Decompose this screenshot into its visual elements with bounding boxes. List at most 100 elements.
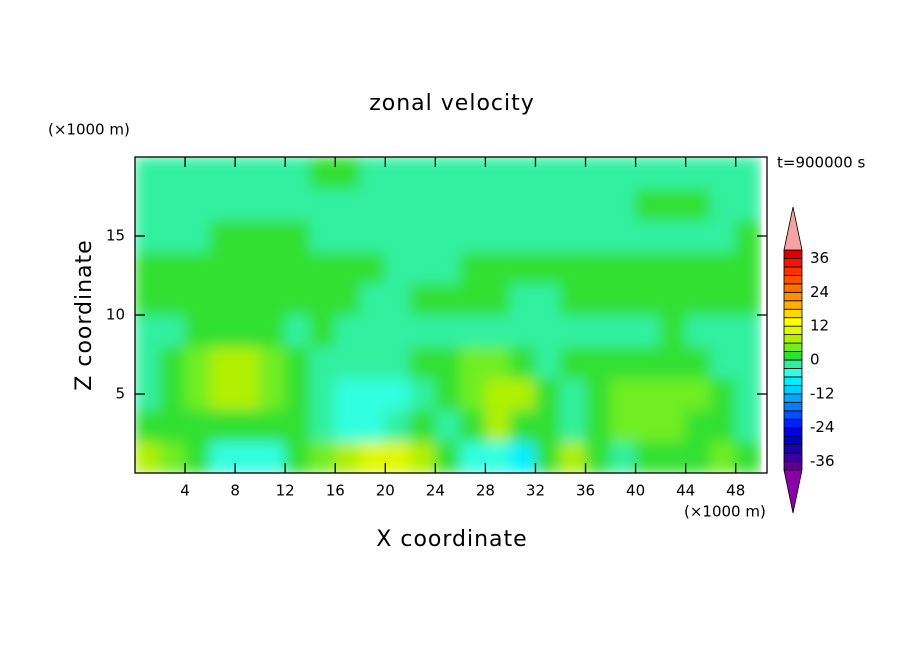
x-tick-label: 20 [376,482,395,500]
field-cell [509,157,536,190]
field-cell [585,251,612,284]
field-cell [284,157,311,190]
field-cell [660,157,687,190]
field-cell [459,314,486,348]
field-cell [735,314,762,348]
x-tick-label: 48 [726,482,745,500]
field-cell [735,251,762,284]
field-cell [560,377,587,411]
field-cell [309,409,336,442]
field-cell [334,346,361,379]
field-cell [434,251,461,284]
field-cell [685,409,712,442]
field-cell [209,219,236,253]
field-cell [259,251,286,284]
field-cell [710,409,737,442]
field-cell [234,282,261,316]
field-cell [685,251,712,284]
field-cell [560,314,587,348]
field-cell [284,188,311,221]
field-cell [384,314,411,348]
field-cell [534,440,562,473]
field-cell [459,377,486,411]
field-cell [560,188,587,221]
field-cell [434,157,461,190]
field-cell [459,157,486,190]
field-cell [234,440,261,473]
field-cell [585,188,612,221]
colorbar-box [783,393,803,403]
field-cell [534,188,562,221]
colorbar-box [783,359,803,369]
field-cell [585,282,612,316]
field-cell [135,346,161,379]
colorbar-box [783,435,803,446]
colorbar-box [783,300,803,310]
x-tick-label: 32 [526,482,545,500]
field-cell [685,157,712,190]
field-cell [610,440,637,473]
colorbar-box [783,283,803,293]
field-cell [660,346,687,379]
field-cell [234,188,261,221]
field-cell [484,157,511,190]
field-cell [434,377,461,411]
field-cell [234,251,261,284]
field-cell [384,219,411,253]
field-cell [484,377,511,411]
colorbar-box [783,308,803,319]
field-cell [710,157,737,190]
field-cell [309,377,336,411]
field-cell [359,157,386,190]
field-cell [534,377,562,411]
field-cell [259,314,286,348]
field-cell [710,219,737,253]
field-cell [209,188,236,221]
field-cell [610,346,637,379]
field-cell [610,377,637,411]
field-cell [534,219,562,253]
field-cell [560,219,587,253]
field-cell [434,314,461,348]
colorbar-under [783,469,803,514]
field-cell [509,282,536,316]
field-cell [710,314,737,348]
field-cell [409,440,436,473]
field-cell [610,409,637,442]
colorbar-box [783,334,803,344]
field-cell [184,251,211,284]
x-tick-label: 44 [676,482,695,500]
field-cell [159,377,186,411]
field-cell [635,157,662,190]
field-cell [184,314,211,348]
field-cell [459,219,486,253]
field-cell [635,314,662,348]
field-cell [685,346,712,379]
x-tick-label: 12 [276,482,295,500]
field-cell [409,282,436,316]
field-cell [610,314,637,348]
field-cell [159,157,186,190]
field-cell [259,157,286,190]
field-cell [685,440,712,473]
colorbar-box [783,317,803,327]
field-cell [284,314,311,348]
colorbar-label: 24 [810,283,829,301]
x-axis-label: X coordinate [376,527,527,552]
field-cell [534,346,562,379]
field-cell [509,314,536,348]
field-cell [509,409,536,442]
field-cell [560,251,587,284]
field-cell [585,409,612,442]
field-cell [384,282,411,316]
field-cell [284,377,311,411]
field-cell [660,409,687,442]
field-cell [159,188,186,221]
field-cell [409,377,436,411]
field-cell [610,188,637,221]
field-cell [635,219,662,253]
field-cell [184,157,211,190]
field-cell [459,188,486,221]
field-cell [660,219,687,253]
y-tick-label: 15 [106,227,125,245]
